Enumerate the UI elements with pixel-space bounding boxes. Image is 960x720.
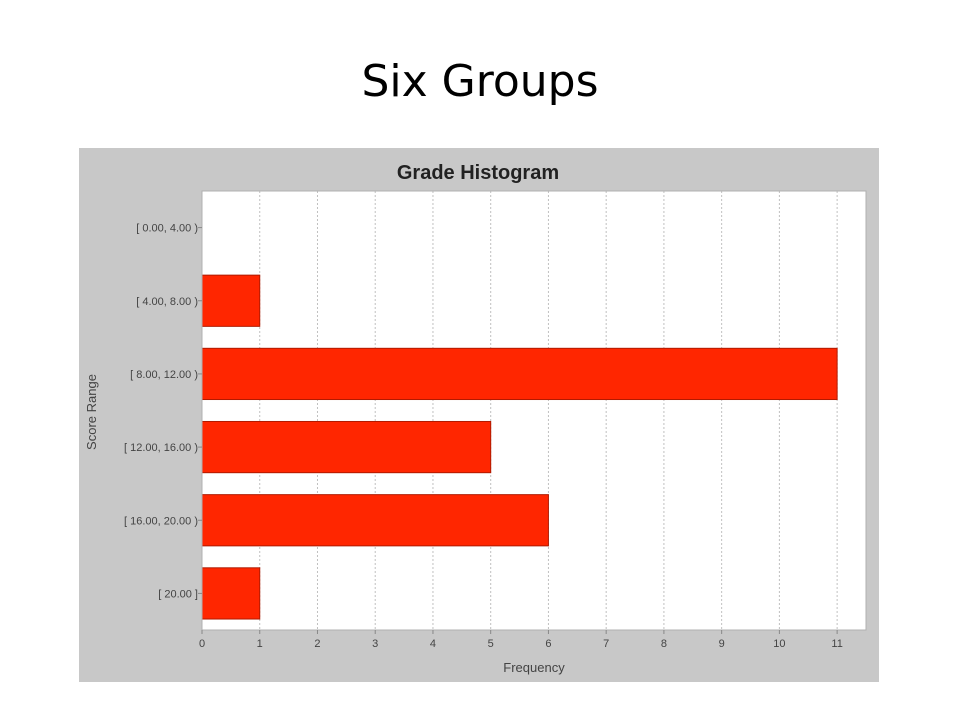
x-tick-label: 3 xyxy=(372,638,378,650)
plot-area xyxy=(202,191,866,630)
bar xyxy=(201,420,492,474)
plot-background xyxy=(202,191,866,630)
y-tick-label: [ 12.00, 16.00 ) xyxy=(124,442,198,454)
x-tick-label: 11 xyxy=(831,638,842,650)
plot-border xyxy=(201,190,867,631)
x-tick-label: 6 xyxy=(545,638,551,650)
grade-histogram-chart: 0 1 2 3 4 5 6 7 8 9 10 11 [ 0.00, 4.00 ) [ 4.00, 8.0… xyxy=(84,162,867,675)
x-tick-label: 7 xyxy=(603,638,609,650)
x-axis-label: Frequency xyxy=(503,660,565,675)
y-tick-label: [ 20.00 ] xyxy=(158,588,198,600)
y-axis-ticks: [ 0.00, 4.00 ) [ 4.00, 8.00 ) [ 8.00, 12.0… xyxy=(124,223,202,600)
bar xyxy=(201,567,261,620)
x-tick-label: 9 xyxy=(719,638,725,650)
bars xyxy=(201,274,838,620)
x-tick-label: 5 xyxy=(488,638,494,650)
y-tick-label: [ 4.00, 8.00 ) xyxy=(136,296,198,308)
axes xyxy=(201,190,867,631)
chart-panel: 0 1 2 3 4 5 6 7 8 9 10 11 [ 0.00, 4.00 ) [ 4.00, 8.0… xyxy=(79,148,879,682)
slide-title: Six Groups xyxy=(361,56,599,107)
bar xyxy=(201,347,838,401)
x-tick-label: 2 xyxy=(314,638,320,650)
x-tick-label: 0 xyxy=(199,638,205,650)
x-axis-ticks: 0 1 2 3 4 5 6 7 8 9 10 11 xyxy=(199,630,843,650)
x-tick-label: 1 xyxy=(257,638,263,650)
grid-lines xyxy=(259,191,838,630)
y-tick-label: [ 16.00, 20.00 ) xyxy=(124,515,198,527)
x-tick-label: 8 xyxy=(661,638,667,650)
x-tick-label: 10 xyxy=(773,638,785,650)
bar xyxy=(201,494,549,547)
y-tick-label: [ 8.00, 12.00 ) xyxy=(130,369,198,381)
x-tick-label: 4 xyxy=(430,638,436,650)
chart-title: Grade Histogram xyxy=(397,162,559,184)
y-tick-label: [ 0.00, 4.00 ) xyxy=(136,223,198,235)
bar xyxy=(201,274,261,327)
y-axis-label: Score Range xyxy=(84,374,99,450)
